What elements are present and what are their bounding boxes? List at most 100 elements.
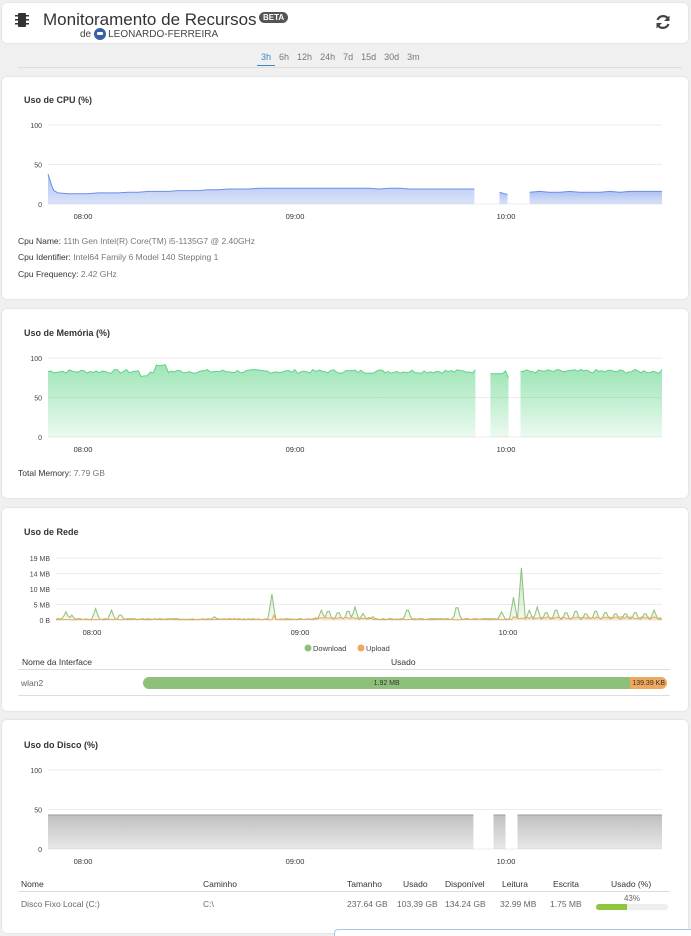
refresh-icon[interactable] [654, 13, 672, 31]
y-tick-label: 19 MB [30, 556, 51, 563]
cpu-name-line: Cpu Name: 11th Gen Intel(R) Core(TM) i5-… [18, 236, 255, 246]
tab-7d[interactable]: 7d [343, 52, 354, 62]
disk-row: Disco Fixo Local (C:) C:\ 237.64 GB 103.… [18, 899, 670, 913]
memory-area [48, 364, 476, 437]
disk-area [48, 815, 474, 849]
memory-area [490, 371, 509, 437]
memory-line [490, 370, 509, 379]
memory-area [520, 369, 662, 437]
x-tick-label: 09:00 [286, 857, 305, 866]
y-tick-label: 10 MB [30, 587, 51, 594]
col-available: Disponível [445, 879, 485, 889]
disk-name: Disco Fixo Local (C:) [21, 899, 100, 909]
disk-size: 237.64 GB [347, 899, 388, 909]
disk-used-pct-track [596, 904, 668, 910]
tab-3h[interactable]: 3h [257, 50, 276, 66]
x-tick-label: 09:00 [286, 212, 305, 221]
download-line [55, 567, 663, 621]
disk-chart: 0 50 100 08:00 09:00 10:00 [30, 768, 662, 866]
cpu-title: Uso de CPU (%) [24, 95, 93, 105]
x-tick-label: 08:00 [74, 445, 93, 454]
network-usage-bar: 1.92 MB 139.39 KB [143, 677, 667, 689]
network-table: Nome da Interface Usado [18, 657, 670, 697]
disk-used: 103.39 GB [397, 899, 438, 909]
cpu-area [529, 191, 662, 204]
y-tick-label: 100 [30, 768, 42, 775]
header-bar: Monitoramento de Recursos BETA de LEONAR… [2, 3, 688, 43]
y-tick-label: 0 [38, 202, 42, 209]
col-name: Nome [21, 879, 44, 889]
disk-area [493, 815, 506, 849]
x-tick-label: 10:00 [497, 212, 516, 221]
tab-24h[interactable]: 24h [320, 52, 336, 62]
disk-path: C:\ [203, 899, 214, 909]
y-tick-label: 50 [34, 808, 42, 815]
disk-used-pct-label: 43% [623, 894, 640, 903]
y-tick-label: 50 [34, 163, 42, 170]
disk-used-pct-fill [596, 904, 627, 910]
disk-table-header: Nome Caminho Tamanho Usado Disponível Le… [18, 879, 670, 893]
owner-line: de LEONARDO-FERREIRA [80, 28, 218, 40]
download-segment: 1.92 MB [143, 677, 631, 689]
upload-legend-label: Upload [366, 644, 390, 653]
col-write: Escrita [553, 879, 579, 889]
y-tick-label: 50 [34, 396, 42, 403]
download-legend-label: Download [313, 644, 346, 653]
upload-legend-dot [357, 644, 365, 652]
y-tick-label: 0 [38, 435, 42, 442]
col-interface-name: Nome da Interface [22, 657, 92, 667]
y-tick-label: 0 [38, 847, 42, 854]
y-tick-label: 100 [30, 123, 42, 130]
cpu-line [47, 173, 475, 195]
col-path: Caminho [203, 879, 238, 889]
x-tick-label: 10:00 [497, 445, 516, 454]
cpu-frequency-line: Cpu Frequency: 2.42 GHz [18, 269, 117, 279]
memory-title: Uso de Memória (%) [24, 328, 111, 338]
y-tick-label: 14 MB [30, 572, 51, 579]
network-title: Uso de Rede [24, 527, 79, 537]
upload-line [55, 613, 663, 621]
x-tick-label: 10:00 [497, 857, 516, 866]
x-tick-label: 08:00 [74, 857, 93, 866]
memory-line [47, 364, 476, 378]
y-tick-label: 0 B [39, 618, 50, 625]
beta-badge: BETA [259, 12, 289, 23]
interface-name: wlan2 [21, 678, 44, 688]
network-table-divider [18, 669, 670, 670]
disk-title: Uso do Disco (%) [24, 740, 99, 750]
network-chart: 0 B 5 MB 10 MB 14 MB 19 MB 08:00 09:00 10:00 Dow… [30, 556, 663, 653]
y-tick-label: 100 [30, 356, 42, 363]
computer-icon [94, 28, 107, 40]
col-read: Leitura [502, 879, 528, 889]
memory-line [520, 368, 663, 374]
upload-segment: 139.39 KB [630, 677, 667, 689]
col-used: Usado [391, 657, 416, 667]
x-tick-label: 10:00 [499, 628, 518, 637]
cpu-line [529, 190, 662, 193]
tab-15d[interactable]: 15d [361, 52, 377, 62]
owner-name: LEONARDO-FERREIRA [108, 28, 219, 40]
network-row-divider [18, 695, 670, 696]
cpu-line [499, 191, 508, 195]
disk-area [517, 815, 662, 849]
tab-6h[interactable]: 6h [279, 52, 290, 62]
page-title: Monitoramento de Recursos [43, 10, 257, 29]
x-tick-label: 09:00 [291, 628, 310, 637]
tab-12h[interactable]: 12h [297, 52, 313, 62]
y-tick-label: 5 MB [34, 603, 51, 610]
total-memory-line: Total Memory: 7.79 GB [18, 468, 105, 478]
tabs-divider [18, 67, 682, 68]
col-size: Tamanho [347, 879, 382, 889]
cpu-area [48, 174, 475, 204]
col-used: Usado [403, 879, 428, 889]
tab-30d[interactable]: 30d [384, 52, 400, 62]
disk-table-divider [18, 891, 670, 892]
download-area [56, 567, 662, 620]
disk-available: 134.24 GB [445, 899, 486, 909]
cpu-identifier-line: Cpu Identifier: Intel64 Family 6 Model 1… [18, 252, 219, 262]
disk-write: 1.75 MB [550, 899, 582, 909]
tab-3m[interactable]: 3m [407, 52, 420, 62]
owner-prefix: de [80, 28, 92, 40]
memory-chart: 0 50 100 08:00 09:00 10:00 [30, 356, 663, 454]
download-legend-dot [304, 644, 312, 652]
